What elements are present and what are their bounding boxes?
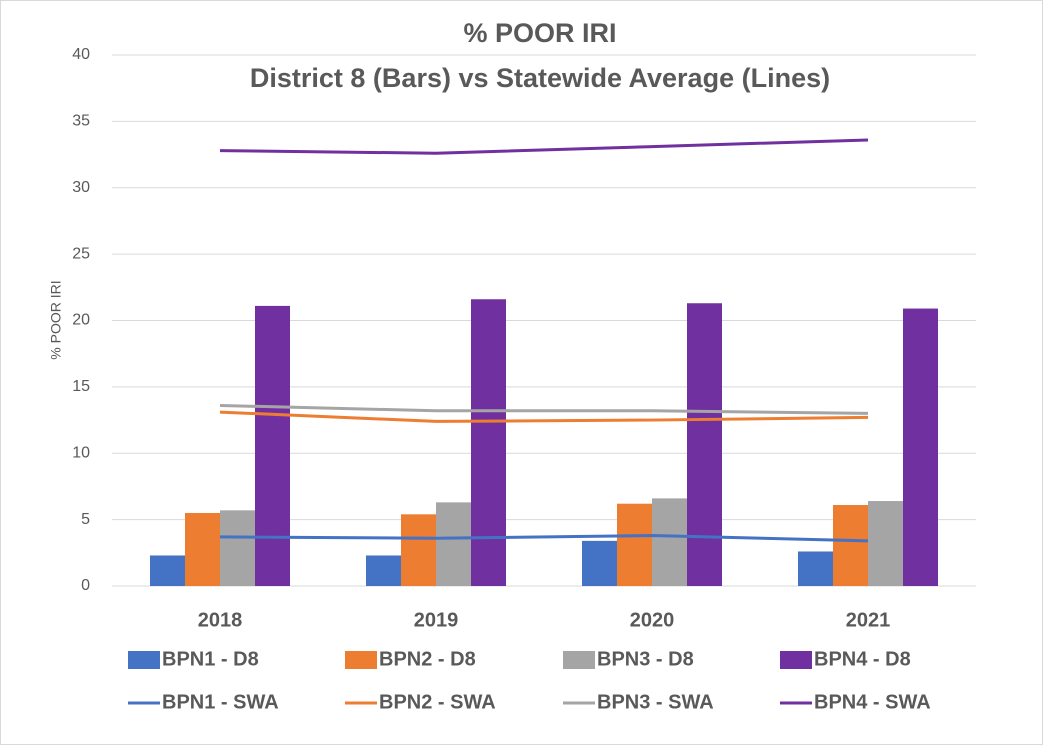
legend-swatch (780, 651, 812, 669)
legend-label: BPN2 - SWA (379, 691, 496, 713)
y-tick-label: 20 (72, 312, 90, 329)
y-tick-label: 10 (72, 444, 90, 461)
line (219, 403, 869, 415)
y-tick-label: 35 (72, 113, 90, 130)
bar (401, 514, 436, 586)
legend-label: BPN2 - D8 (379, 648, 476, 670)
legend-label: BPN3 - SWA (597, 691, 714, 713)
bar (903, 308, 938, 586)
y-tick-label: 30 (72, 179, 90, 196)
y-tick-label: 5 (81, 511, 90, 528)
bar (798, 551, 833, 586)
bar (150, 555, 185, 586)
y-tick-label: 40 (72, 46, 90, 63)
bar (868, 501, 903, 586)
chart-subtitle: District 8 (Bars) vs Statewide Average (… (250, 63, 830, 93)
legend-label: BPN1 - D8 (162, 648, 259, 670)
bar (436, 502, 471, 586)
bar (255, 305, 290, 586)
legend-swatch (563, 651, 595, 669)
legend-label: BPN1 - SWA (162, 691, 279, 713)
bar (220, 510, 255, 586)
chart-title: % POOR IRI (463, 18, 616, 48)
bar (617, 503, 652, 586)
legend-swatch (128, 651, 160, 669)
y-tick-label: 15 (72, 378, 90, 395)
x-tick-label: 2021 (846, 609, 891, 631)
x-tick-label: 2019 (414, 609, 459, 631)
line (219, 534, 869, 543)
legend-label: BPN3 - D8 (597, 648, 694, 670)
y-tick-label: 25 (72, 245, 90, 262)
legend-label: BPN4 - SWA (814, 691, 931, 713)
legend-label: BPN4 - D8 (814, 648, 911, 670)
bar (471, 299, 506, 586)
bar (366, 555, 401, 586)
bar (652, 498, 687, 586)
bar (687, 303, 722, 586)
legend-swatch (345, 651, 377, 669)
line (219, 138, 869, 155)
line (219, 410, 869, 423)
y-tick-label: 0 (81, 577, 90, 594)
x-tick-label: 2020 (630, 609, 675, 631)
bar (185, 512, 220, 586)
bar (833, 505, 868, 586)
x-tick-label: 2018 (198, 609, 243, 631)
y-axis-label: % POOR IRI (48, 280, 64, 359)
bar (582, 540, 617, 586)
